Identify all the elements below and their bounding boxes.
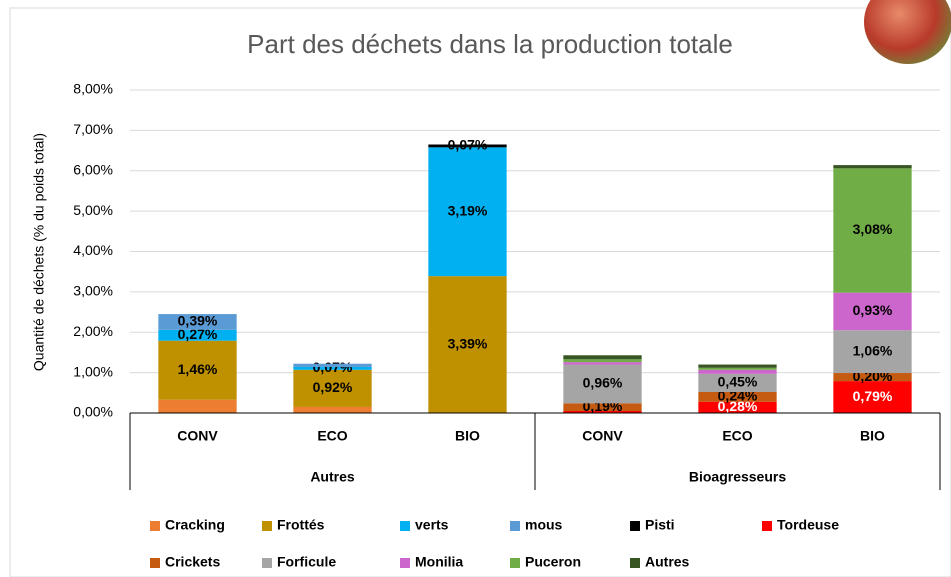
chart: Part des déchets dans la production tota… [0, 0, 951, 577]
legend-label: Tordeuse [777, 517, 839, 533]
y-tick-label: 7,00% [73, 121, 113, 137]
legend-swatch [762, 521, 772, 531]
y-tick-label: 1,00% [73, 363, 113, 379]
legend-swatch [400, 521, 410, 531]
legend-label: Pisti [645, 517, 675, 533]
y-tick-label: 5,00% [73, 202, 113, 218]
bar-segment [563, 355, 641, 359]
legend-swatch [262, 521, 272, 531]
data-label: 0,45% [718, 374, 758, 390]
legend-label: Monilia [415, 554, 463, 570]
legend-swatch [510, 521, 520, 531]
data-label: 0,07% [313, 359, 353, 375]
legend-swatch [150, 558, 160, 568]
data-label: 0,92% [313, 379, 353, 395]
legend-label: Cracking [165, 517, 225, 533]
legend-label: Frottés [277, 517, 325, 533]
x-tick-label: BIO [860, 428, 885, 444]
legend-label: Puceron [525, 554, 581, 570]
data-label: 0,39% [178, 313, 218, 329]
legend-swatch [400, 558, 410, 568]
y-tick-label: 8,00% [73, 81, 113, 97]
bar-segment [293, 364, 371, 367]
legend-label: mous [525, 517, 563, 533]
legend-label: verts [415, 517, 449, 533]
data-label: 3,08% [853, 221, 893, 237]
group-label: Autres [310, 469, 355, 485]
data-label: 3,19% [448, 202, 488, 218]
data-label: 0,79% [853, 388, 893, 404]
legend-swatch [630, 521, 640, 531]
x-tick-label: CONV [177, 428, 218, 444]
data-label: 0,07% [448, 137, 488, 153]
bar-segment [563, 359, 641, 362]
chart-title: Part des déchets dans la production tota… [247, 29, 733, 59]
x-tick-label: ECO [317, 428, 347, 444]
data-label: 0,93% [853, 302, 893, 318]
y-tick-label: 0,00% [73, 404, 113, 420]
bar-segment [698, 365, 776, 368]
data-label: 1,06% [853, 342, 893, 358]
data-label: 1,46% [178, 361, 218, 377]
legend-label: Forficule [277, 554, 336, 570]
bar-segment [293, 407, 371, 413]
bar-segment [698, 370, 776, 374]
y-axis-title: Quantité de déchets (% du poids total) [31, 133, 47, 371]
bar-segment [158, 400, 236, 413]
bar-segment [833, 165, 911, 168]
y-tick-label: 4,00% [73, 242, 113, 258]
legend-swatch [150, 521, 160, 531]
y-tick-label: 2,00% [73, 323, 113, 339]
legend-swatch [262, 558, 272, 568]
y-tick-label: 6,00% [73, 161, 113, 177]
legend-swatch [510, 558, 520, 568]
bar-segment [698, 368, 776, 370]
bar-segment [563, 362, 641, 364]
group-label: Bioagresseurs [689, 469, 786, 485]
data-label: 3,39% [448, 335, 488, 351]
legend-label: Crickets [165, 554, 220, 570]
legend-label: Autres [645, 554, 690, 570]
x-tick-label: ECO [722, 428, 752, 444]
legend-swatch [630, 558, 640, 568]
data-label: 0,96% [583, 375, 623, 391]
x-tick-label: CONV [582, 428, 623, 444]
x-tick-label: BIO [455, 428, 480, 444]
y-tick-label: 3,00% [73, 283, 113, 299]
